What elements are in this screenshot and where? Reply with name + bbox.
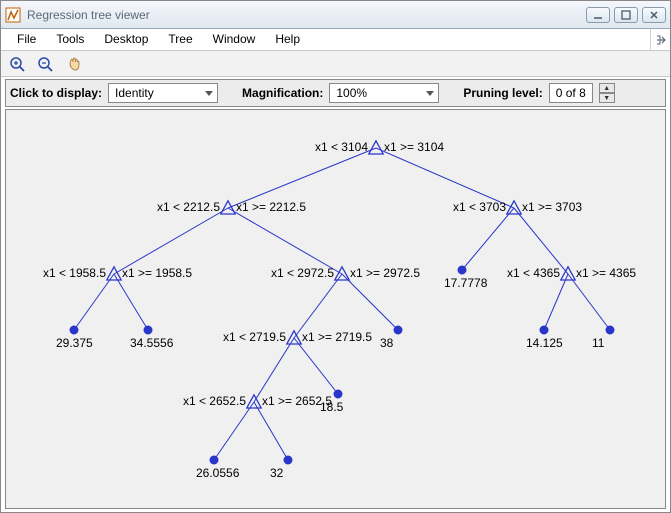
leaf-node[interactable] (540, 326, 548, 334)
tree-edge (228, 148, 376, 208)
display-select[interactable]: Identity (108, 83, 218, 103)
zoom-in-icon[interactable] (7, 54, 27, 74)
split-label-left: x1 < 2972.5 (271, 266, 334, 280)
tree-edge (74, 274, 114, 330)
leaf-value: 14.125 (526, 336, 563, 350)
leaf-node[interactable] (458, 266, 466, 274)
tree-edge (514, 208, 568, 274)
tree-svg (6, 110, 665, 509)
leaf-node[interactable] (284, 456, 292, 464)
split-label-right: x1 >= 1958.5 (122, 266, 192, 280)
split-node[interactable] (507, 201, 521, 214)
display-label: Click to display: (10, 86, 102, 100)
menu-file[interactable]: File (7, 29, 46, 50)
dock-button[interactable] (650, 29, 670, 50)
tree-edge (254, 402, 288, 460)
split-label-right: x1 >= 3104 (384, 140, 444, 154)
tree-edge (228, 208, 342, 274)
tree-canvas[interactable]: x1 < 3104 x1 >= 3104 x1 < 2212.5 x1 >= 2212… (5, 109, 666, 509)
leaf-node[interactable] (394, 326, 402, 334)
magnification-select[interactable]: 100% (329, 83, 439, 103)
tree-edge (342, 274, 398, 330)
split-node[interactable] (107, 267, 121, 280)
split-label-left: x1 < 2719.5 (223, 330, 286, 344)
display-value: Identity (115, 86, 154, 100)
tree-edge (114, 274, 148, 330)
split-label-right: x1 >= 2972.5 (350, 266, 420, 280)
pruning-up-button[interactable]: ▲ (599, 83, 615, 93)
split-node[interactable] (221, 201, 235, 214)
leaf-value: 32 (270, 466, 283, 480)
pruning-stepper: ▲ ▼ (599, 83, 615, 103)
tree-edge (294, 338, 338, 394)
menu-tree[interactable]: Tree (158, 29, 202, 50)
leaf-node[interactable] (210, 456, 218, 464)
split-label-left: x1 < 3703 (453, 200, 506, 214)
pan-icon[interactable] (63, 54, 83, 74)
split-label-right: x1 >= 2719.5 (302, 330, 372, 344)
split-node[interactable] (369, 141, 383, 154)
menu-desktop[interactable]: Desktop (94, 29, 158, 50)
leaf-value: 34.5556 (130, 336, 173, 350)
maximize-button[interactable] (614, 7, 638, 23)
menu-tools[interactable]: Tools (46, 29, 94, 50)
pruning-value-box: 0 of 8 (549, 83, 593, 103)
pruning-label: Pruning level: (463, 86, 542, 100)
leaf-value: 38 (380, 336, 393, 350)
magnification-value: 100% (336, 86, 367, 100)
titlebar: Regression tree viewer (1, 1, 670, 29)
minimize-button[interactable] (586, 7, 610, 23)
pruning-down-button[interactable]: ▼ (599, 93, 615, 103)
tree-edge (294, 274, 342, 338)
split-label-left: x1 < 4365 (507, 266, 560, 280)
tree-edge (462, 208, 514, 270)
split-node[interactable] (335, 267, 349, 280)
menu-window[interactable]: Window (203, 29, 266, 50)
leaf-value: 26.0556 (196, 466, 239, 480)
leaf-node[interactable] (70, 326, 78, 334)
leaf-node[interactable] (606, 326, 614, 334)
split-label-left: x1 < 3104 (315, 140, 368, 154)
close-button[interactable] (642, 7, 666, 23)
tree-edge (568, 274, 610, 330)
leaf-value: 29.375 (56, 336, 93, 350)
leaf-value: 18.5 (320, 400, 343, 414)
split-label-left: x1 < 2212.5 (157, 200, 220, 214)
pruning-value: 0 of 8 (556, 86, 586, 100)
app-icon (5, 7, 21, 23)
tree-edge (544, 274, 568, 330)
magnification-label: Magnification: (242, 86, 323, 100)
leaf-node[interactable] (334, 390, 342, 398)
tree-edge (376, 148, 514, 208)
tree-edge (214, 402, 254, 460)
split-label-right: x1 >= 3703 (522, 200, 582, 214)
control-bar: Click to display: Identity Magnification… (5, 79, 666, 107)
zoom-out-icon[interactable] (35, 54, 55, 74)
leaf-node[interactable] (144, 326, 152, 334)
leaf-value: 17.7778 (444, 276, 487, 290)
window-title: Regression tree viewer (27, 8, 586, 22)
window-buttons (586, 7, 666, 23)
tree-edge (114, 208, 228, 274)
toolbar (1, 51, 670, 77)
split-label-right: x1 >= 2212.5 (236, 200, 306, 214)
split-label-left: x1 < 2652.5 (183, 394, 246, 408)
menu-help[interactable]: Help (265, 29, 310, 50)
menubar: File Tools Desktop Tree Window Help (1, 29, 670, 51)
split-label-right: x1 >= 4365 (576, 266, 636, 280)
split-label-left: x1 < 1958.5 (43, 266, 106, 280)
tree-edge (254, 338, 294, 402)
leaf-value: 11 (592, 336, 604, 350)
